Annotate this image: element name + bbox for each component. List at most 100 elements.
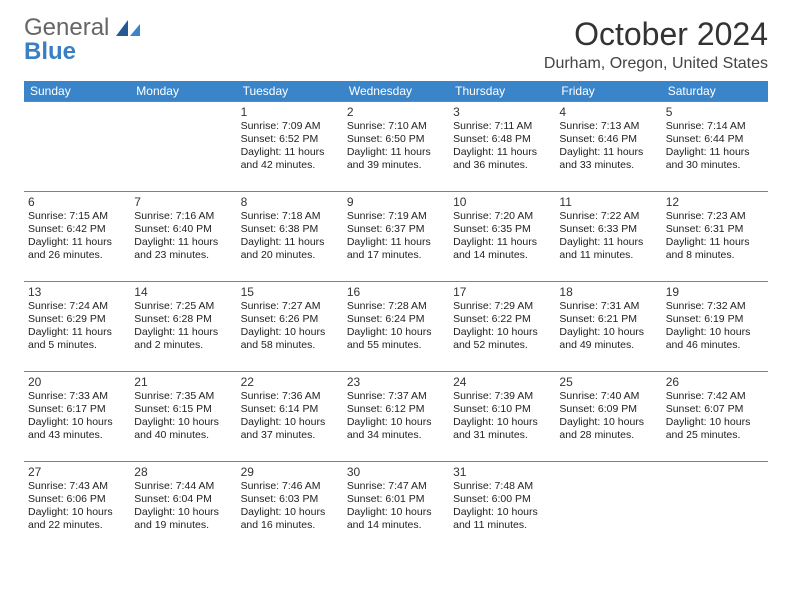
daylight-line: Daylight: 10 hours and 37 minutes. bbox=[241, 416, 339, 442]
day-number: 20 bbox=[28, 375, 126, 389]
sunset-line: Sunset: 6:19 PM bbox=[666, 313, 764, 326]
day-number: 29 bbox=[241, 465, 339, 479]
sunrise-line: Sunrise: 7:28 AM bbox=[347, 300, 445, 313]
sunset-line: Sunset: 6:29 PM bbox=[28, 313, 126, 326]
calendar-week-row: 13Sunrise: 7:24 AMSunset: 6:29 PMDayligh… bbox=[24, 282, 768, 372]
calendar-cell: 13Sunrise: 7:24 AMSunset: 6:29 PMDayligh… bbox=[24, 282, 130, 372]
daylight-line: Daylight: 10 hours and 16 minutes. bbox=[241, 506, 339, 532]
calendar-cell: 14Sunrise: 7:25 AMSunset: 6:28 PMDayligh… bbox=[130, 282, 236, 372]
sunrise-line: Sunrise: 7:44 AM bbox=[134, 480, 232, 493]
sunset-line: Sunset: 6:24 PM bbox=[347, 313, 445, 326]
brand-part2: Blue bbox=[24, 38, 76, 65]
day-number: 27 bbox=[28, 465, 126, 479]
day-number: 28 bbox=[134, 465, 232, 479]
day-number: 26 bbox=[666, 375, 764, 389]
calendar-cell: 15Sunrise: 7:27 AMSunset: 6:26 PMDayligh… bbox=[237, 282, 343, 372]
sunset-line: Sunset: 6:33 PM bbox=[559, 223, 657, 236]
day-number: 8 bbox=[241, 195, 339, 209]
sunrise-line: Sunrise: 7:14 AM bbox=[666, 120, 764, 133]
calendar-table: SundayMondayTuesdayWednesdayThursdayFrid… bbox=[24, 81, 768, 552]
calendar-cell: 10Sunrise: 7:20 AMSunset: 6:35 PMDayligh… bbox=[449, 192, 555, 282]
calendar-cell: 25Sunrise: 7:40 AMSunset: 6:09 PMDayligh… bbox=[555, 372, 661, 462]
calendar-cell: 19Sunrise: 7:32 AMSunset: 6:19 PMDayligh… bbox=[662, 282, 768, 372]
day-details: Sunrise: 7:14 AMSunset: 6:44 PMDaylight:… bbox=[666, 120, 764, 173]
day-details: Sunrise: 7:35 AMSunset: 6:15 PMDaylight:… bbox=[134, 390, 232, 443]
title-block: October 2024 Durham, Oregon, United Stat… bbox=[544, 16, 768, 73]
day-details: Sunrise: 7:13 AMSunset: 6:46 PMDaylight:… bbox=[559, 120, 657, 173]
brand-logo: General Blue bbox=[24, 16, 142, 64]
day-number: 13 bbox=[28, 285, 126, 299]
day-number: 22 bbox=[241, 375, 339, 389]
sunrise-line: Sunrise: 7:36 AM bbox=[241, 390, 339, 403]
day-number: 17 bbox=[453, 285, 551, 299]
day-details: Sunrise: 7:23 AMSunset: 6:31 PMDaylight:… bbox=[666, 210, 764, 263]
day-number: 7 bbox=[134, 195, 232, 209]
daylight-line: Daylight: 11 hours and 33 minutes. bbox=[559, 146, 657, 172]
daylight-line: Daylight: 10 hours and 28 minutes. bbox=[559, 416, 657, 442]
day-number: 6 bbox=[28, 195, 126, 209]
calendar-cell: 30Sunrise: 7:47 AMSunset: 6:01 PMDayligh… bbox=[343, 462, 449, 552]
sunset-line: Sunset: 6:22 PM bbox=[453, 313, 551, 326]
day-details: Sunrise: 7:40 AMSunset: 6:09 PMDaylight:… bbox=[559, 390, 657, 443]
day-details: Sunrise: 7:42 AMSunset: 6:07 PMDaylight:… bbox=[666, 390, 764, 443]
calendar-cell: 5Sunrise: 7:14 AMSunset: 6:44 PMDaylight… bbox=[662, 102, 768, 192]
daylight-line: Daylight: 10 hours and 55 minutes. bbox=[347, 326, 445, 352]
day-number: 5 bbox=[666, 105, 764, 119]
calendar-cell: 4Sunrise: 7:13 AMSunset: 6:46 PMDaylight… bbox=[555, 102, 661, 192]
sunset-line: Sunset: 6:31 PM bbox=[666, 223, 764, 236]
daylight-line: Daylight: 10 hours and 19 minutes. bbox=[134, 506, 232, 532]
calendar-body: 1Sunrise: 7:09 AMSunset: 6:52 PMDaylight… bbox=[24, 102, 768, 552]
daylight-line: Daylight: 11 hours and 26 minutes. bbox=[28, 236, 126, 262]
daylight-line: Daylight: 10 hours and 31 minutes. bbox=[453, 416, 551, 442]
page-header: General Blue October 2024 Durham, Oregon… bbox=[24, 16, 768, 73]
sunset-line: Sunset: 6:15 PM bbox=[134, 403, 232, 416]
calendar-cell: 18Sunrise: 7:31 AMSunset: 6:21 PMDayligh… bbox=[555, 282, 661, 372]
day-header: Wednesday bbox=[343, 81, 449, 102]
day-details: Sunrise: 7:47 AMSunset: 6:01 PMDaylight:… bbox=[347, 480, 445, 533]
daylight-line: Daylight: 11 hours and 8 minutes. bbox=[666, 236, 764, 262]
calendar-cell: 3Sunrise: 7:11 AMSunset: 6:48 PMDaylight… bbox=[449, 102, 555, 192]
sunset-line: Sunset: 6:12 PM bbox=[347, 403, 445, 416]
calendar-cell-empty bbox=[555, 462, 661, 552]
day-number: 12 bbox=[666, 195, 764, 209]
day-details: Sunrise: 7:20 AMSunset: 6:35 PMDaylight:… bbox=[453, 210, 551, 263]
calendar-week-row: 6Sunrise: 7:15 AMSunset: 6:42 PMDaylight… bbox=[24, 192, 768, 282]
sunrise-line: Sunrise: 7:11 AM bbox=[453, 120, 551, 133]
day-details: Sunrise: 7:15 AMSunset: 6:42 PMDaylight:… bbox=[28, 210, 126, 263]
day-number: 16 bbox=[347, 285, 445, 299]
sunset-line: Sunset: 6:38 PM bbox=[241, 223, 339, 236]
sail-icon bbox=[114, 18, 142, 45]
daylight-line: Daylight: 10 hours and 14 minutes. bbox=[347, 506, 445, 532]
sunset-line: Sunset: 6:35 PM bbox=[453, 223, 551, 236]
sunset-line: Sunset: 6:44 PM bbox=[666, 133, 764, 146]
sunrise-line: Sunrise: 7:35 AM bbox=[134, 390, 232, 403]
day-details: Sunrise: 7:43 AMSunset: 6:06 PMDaylight:… bbox=[28, 480, 126, 533]
sunset-line: Sunset: 6:03 PM bbox=[241, 493, 339, 506]
day-number: 15 bbox=[241, 285, 339, 299]
daylight-line: Daylight: 10 hours and 58 minutes. bbox=[241, 326, 339, 352]
day-details: Sunrise: 7:37 AMSunset: 6:12 PMDaylight:… bbox=[347, 390, 445, 443]
sunrise-line: Sunrise: 7:47 AM bbox=[347, 480, 445, 493]
sunrise-line: Sunrise: 7:22 AM bbox=[559, 210, 657, 223]
day-details: Sunrise: 7:36 AMSunset: 6:14 PMDaylight:… bbox=[241, 390, 339, 443]
daylight-line: Daylight: 10 hours and 22 minutes. bbox=[28, 506, 126, 532]
day-header: Saturday bbox=[662, 81, 768, 102]
day-details: Sunrise: 7:09 AMSunset: 6:52 PMDaylight:… bbox=[241, 120, 339, 173]
sunset-line: Sunset: 6:09 PM bbox=[559, 403, 657, 416]
sunrise-line: Sunrise: 7:27 AM bbox=[241, 300, 339, 313]
calendar-cell: 31Sunrise: 7:48 AMSunset: 6:00 PMDayligh… bbox=[449, 462, 555, 552]
day-details: Sunrise: 7:32 AMSunset: 6:19 PMDaylight:… bbox=[666, 300, 764, 353]
daylight-line: Daylight: 11 hours and 17 minutes. bbox=[347, 236, 445, 262]
calendar-cell: 28Sunrise: 7:44 AMSunset: 6:04 PMDayligh… bbox=[130, 462, 236, 552]
daylight-line: Daylight: 11 hours and 42 minutes. bbox=[241, 146, 339, 172]
calendar-week-row: 20Sunrise: 7:33 AMSunset: 6:17 PMDayligh… bbox=[24, 372, 768, 462]
calendar-cell: 26Sunrise: 7:42 AMSunset: 6:07 PMDayligh… bbox=[662, 372, 768, 462]
daylight-line: Daylight: 11 hours and 11 minutes. bbox=[559, 236, 657, 262]
sunrise-line: Sunrise: 7:18 AM bbox=[241, 210, 339, 223]
brand-part1: General bbox=[24, 14, 109, 41]
day-details: Sunrise: 7:39 AMSunset: 6:10 PMDaylight:… bbox=[453, 390, 551, 443]
sunrise-line: Sunrise: 7:42 AM bbox=[666, 390, 764, 403]
calendar-cell: 23Sunrise: 7:37 AMSunset: 6:12 PMDayligh… bbox=[343, 372, 449, 462]
day-details: Sunrise: 7:27 AMSunset: 6:26 PMDaylight:… bbox=[241, 300, 339, 353]
sunrise-line: Sunrise: 7:20 AM bbox=[453, 210, 551, 223]
